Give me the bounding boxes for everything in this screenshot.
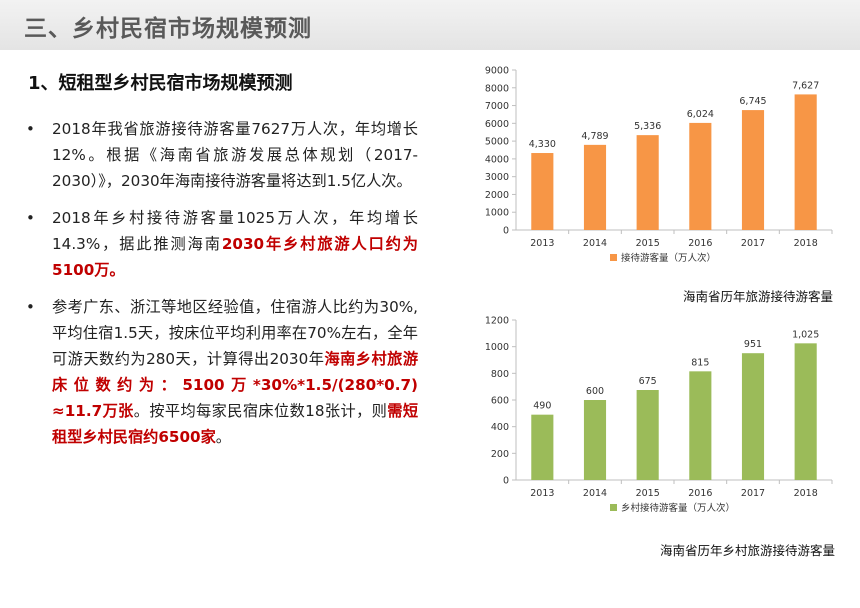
y-tick-label: 7000 [485,101,509,112]
data-label: 815 [691,357,709,368]
bullet-emphasis-text: 需短租型乡村民宿约6500家 [52,402,419,446]
bar [741,110,765,230]
y-tick-label: 5000 [485,137,509,148]
bullet-item: • 2018年我省旅游接待游客量7627万人次，年均增长12%。根据《海南省旅游发… [18,116,418,194]
y-tick-label: 1000 [485,342,509,353]
bar [531,414,554,480]
bar [689,371,712,480]
y-tick-label: 3000 [485,172,509,183]
y-tick-label: 0 [503,226,509,237]
title-bar: 三、乡村民宿市场规模预测 [0,0,860,50]
y-tick-label: 1200 [485,316,509,327]
data-label: 4,330 [529,139,556,150]
bar [636,135,659,230]
y-tick-label: 2000 [485,190,509,201]
x-tick-label: 2015 [636,488,660,499]
legend-swatch-icon [610,504,617,511]
x-tick-label: 2016 [688,488,712,499]
page-title: 三、乡村民宿市场规模预测 [24,16,312,42]
x-tick-label: 2015 [636,238,660,249]
bullet-dot-icon: • [26,120,35,138]
bar [583,400,607,480]
y-tick-label: 4000 [485,154,509,165]
bullet-text: 2018年乡村接待游客量1025万人次，年均增长14.3%，据此推测海南 [52,209,418,253]
bullet-text: 。按平均每家民宿床位数18张计，则 [133,402,388,420]
data-label: 5,336 [634,121,661,132]
data-label: 951 [744,339,762,350]
x-tick-label: 2013 [530,488,554,499]
data-label: 7,627 [792,80,819,91]
data-label: 4,789 [581,131,608,142]
legend-label: 乡村接待游客量（万人次） [621,502,735,514]
y-tick-label: 0 [503,476,509,487]
x-tick-label: 2014 [583,488,607,499]
data-label: 600 [586,386,604,397]
section-title: 1、短租型乡村民宿市场规模预测 [28,73,293,94]
chart-caption-total: 海南省历年旅游接待游客量 [683,289,834,304]
bullet-dot-icon: • [26,209,35,227]
data-label: 675 [639,376,657,387]
y-tick-label: 6000 [485,119,509,130]
bar [794,343,817,480]
data-label: 490 [533,401,551,412]
bullet-item: • 2018年乡村接待游客量1025万人次，年均增长14.3%，据此推测海南203… [18,205,418,283]
y-tick-label: 9000 [485,66,509,77]
bullet-dot-icon: • [26,298,35,316]
x-tick-label: 2016 [688,238,712,249]
x-tick-label: 2014 [583,238,607,249]
chart-caption-rural: 海南省历年乡村旅游接待游客量 [660,543,836,558]
chart-rural-visitors: 0 200 400 600 800 1000 1200 490 2013 600 2014 675 20… [485,316,833,514]
bullet-emphasis-text: 2030年乡村旅游人口约为5100万。 [52,235,418,279]
data-label: 6,024 [687,109,714,120]
chart-total-visitors: 0 1000 2000 3000 4000 5000 6000 7000 8000 9000 4,3… [485,66,833,264]
bullet-list: • 2018年我省旅游接待游客量7627万人次，年均增长12%。根据《海南省旅游发… [18,116,418,461]
x-tick-label: 2017 [741,238,765,249]
bar [689,122,712,230]
data-label: 6,745 [739,96,766,107]
bar [794,94,817,230]
y-tick-label: 1000 [485,208,509,219]
legend-label: 接待游客量（万人次） [621,252,716,264]
bar [636,390,659,480]
bar [531,153,554,230]
y-tick-label: 800 [491,369,509,380]
bullet-text: 。 [215,428,231,446]
bar [583,144,607,230]
bar [741,353,765,480]
x-tick-label: 2018 [794,238,818,249]
legend-swatch-icon [610,254,617,261]
bullet-item: • 参考广东、浙江等地区经验值，住宿游人比约为30%,平均住宿1.5天，按床位平均… [18,294,418,450]
y-tick-label: 600 [491,396,509,407]
x-tick-label: 2013 [530,238,554,249]
bullet-emphasis-text: 海南乡村旅游床位数约为：5100万*30%*1.5/(280*0.7) ≈11.… [52,350,419,420]
y-tick-label: 200 [491,449,509,460]
y-tick-label: 8000 [485,83,509,94]
data-label: 1,025 [792,329,819,340]
x-tick-label: 2018 [794,488,818,499]
bullet-text: 参考广东、浙江等地区经验值，住宿游人比约为30%,平均住宿1.5天，按床位平均利… [52,298,418,368]
x-tick-label: 2017 [741,488,765,499]
bullet-text: 2018年我省旅游接待游客量7627万人次，年均增长12%。根据《海南省旅游发展… [52,120,418,190]
y-tick-label: 400 [491,422,509,433]
